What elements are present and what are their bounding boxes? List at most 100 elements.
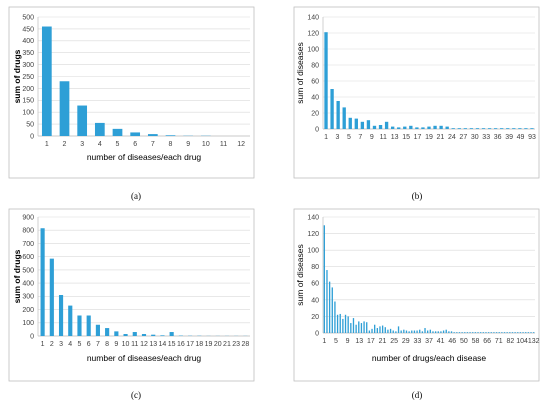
y-tick-label: 150 bbox=[22, 98, 34, 105]
x-axis-title: number of diseases/each drug bbox=[87, 353, 202, 363]
bar bbox=[485, 332, 487, 333]
y-tick-label: 80 bbox=[311, 62, 319, 69]
y-tick-label: 120 bbox=[307, 231, 319, 238]
y-axis-title: sum of diseases bbox=[295, 42, 305, 103]
x-tick-label: 9 bbox=[186, 141, 190, 148]
bar bbox=[132, 332, 137, 336]
bar bbox=[389, 328, 392, 333]
bar bbox=[400, 330, 402, 333]
bar bbox=[344, 314, 347, 333]
x-tick-label: 6 bbox=[133, 141, 137, 148]
bar bbox=[506, 128, 510, 129]
bar bbox=[445, 126, 449, 129]
bar bbox=[481, 128, 486, 129]
bar bbox=[432, 331, 434, 333]
bar bbox=[114, 331, 119, 336]
x-tick-label: 24 bbox=[448, 134, 456, 141]
bar bbox=[360, 323, 363, 333]
bar bbox=[384, 121, 389, 129]
bar bbox=[421, 331, 424, 333]
bar bbox=[450, 331, 453, 333]
y-tick-label: 600 bbox=[22, 254, 34, 261]
caption-d: (d) bbox=[411, 390, 423, 400]
y-tick-label: 0 bbox=[315, 126, 319, 133]
bar bbox=[469, 128, 474, 129]
x-tick-label: 1 bbox=[45, 141, 49, 148]
x-tick-label: 4 bbox=[68, 341, 72, 348]
bar bbox=[487, 128, 492, 129]
bar bbox=[439, 125, 443, 129]
y-tick-label: 140 bbox=[307, 14, 319, 21]
y-tick-label: 900 bbox=[22, 214, 34, 221]
x-tick-label: 17 bbox=[186, 341, 194, 348]
bar bbox=[342, 318, 344, 333]
x-tick-label: 132 bbox=[528, 338, 540, 345]
bar bbox=[530, 332, 532, 333]
bar bbox=[421, 127, 425, 129]
bar bbox=[448, 331, 450, 333]
bar bbox=[324, 32, 328, 130]
bar bbox=[360, 121, 365, 129]
x-tick-label: 19 bbox=[205, 341, 213, 348]
y-tick-label: 800 bbox=[22, 228, 34, 235]
bar bbox=[456, 332, 458, 333]
y-tick-label: 20 bbox=[311, 110, 319, 117]
bar bbox=[350, 323, 352, 333]
bar bbox=[424, 328, 426, 333]
x-tick-label: 18 bbox=[195, 341, 203, 348]
bar bbox=[461, 332, 463, 333]
chart-panel-d: 0 20 40 60 80 100 120 140 1 5 9 13 17 21 25 29 33 37 41 46 5… bbox=[285, 203, 550, 388]
bar bbox=[112, 128, 123, 136]
bar bbox=[336, 101, 340, 129]
y-axis-title: sum of drugs bbox=[12, 49, 22, 103]
bar bbox=[395, 331, 397, 333]
chart-panel-a: 0 50 100 150 200 250 300 350 400 450 500 1 2 3 4 5 6 7 8 9 1… bbox=[0, 0, 265, 190]
bar bbox=[376, 328, 378, 333]
x-tick-label: 12 bbox=[140, 341, 148, 348]
x-tick-label: 71 bbox=[495, 338, 503, 345]
bar bbox=[41, 26, 52, 136]
bar bbox=[506, 332, 508, 333]
bar bbox=[525, 332, 527, 333]
bar bbox=[339, 313, 341, 333]
x-tick-label: 6 bbox=[87, 341, 91, 348]
bar bbox=[374, 324, 376, 333]
x-axis-title: number of diseases/each drug bbox=[87, 152, 202, 162]
x-tick-label: 30 bbox=[471, 134, 479, 141]
bar bbox=[533, 332, 535, 333]
x-tick-label: 3 bbox=[59, 341, 63, 348]
x-tick-label: 7 bbox=[358, 134, 362, 141]
x-tick-label: 8 bbox=[105, 341, 109, 348]
bar bbox=[487, 332, 490, 333]
bar bbox=[429, 329, 431, 333]
x-tick-label: 20 bbox=[214, 341, 222, 348]
chart-frame bbox=[293, 6, 540, 179]
y-tick-label: 100 bbox=[307, 46, 319, 53]
chart-panel-b: 0 20 40 60 80 100 120 140 1 3 5 7 9 11 13 15 17 19 21 24 27 3… bbox=[285, 0, 550, 190]
x-axis-title: number of drugs/each disease bbox=[372, 353, 487, 363]
bar bbox=[480, 332, 482, 333]
x-tick-label: 21 bbox=[437, 134, 445, 141]
x-tick-label: 33 bbox=[482, 134, 490, 141]
y-tick-label: 300 bbox=[22, 294, 34, 301]
bar bbox=[160, 335, 165, 336]
bar bbox=[469, 332, 471, 333]
bar bbox=[503, 332, 506, 333]
bar bbox=[392, 330, 394, 333]
x-tick-label: 50 bbox=[460, 338, 468, 345]
bar bbox=[130, 132, 141, 136]
bar bbox=[511, 332, 514, 333]
bar bbox=[512, 128, 516, 129]
x-tick-label: 17 bbox=[414, 134, 422, 141]
bar bbox=[527, 332, 530, 333]
bar bbox=[77, 315, 82, 336]
y-tick-label: 20 bbox=[311, 314, 319, 321]
x-tick-label: 39 bbox=[505, 134, 513, 141]
bar bbox=[323, 225, 325, 333]
bar bbox=[390, 126, 395, 129]
chart-frame bbox=[293, 208, 540, 382]
bar bbox=[336, 314, 339, 333]
bar bbox=[379, 326, 381, 333]
bar bbox=[411, 330, 413, 333]
